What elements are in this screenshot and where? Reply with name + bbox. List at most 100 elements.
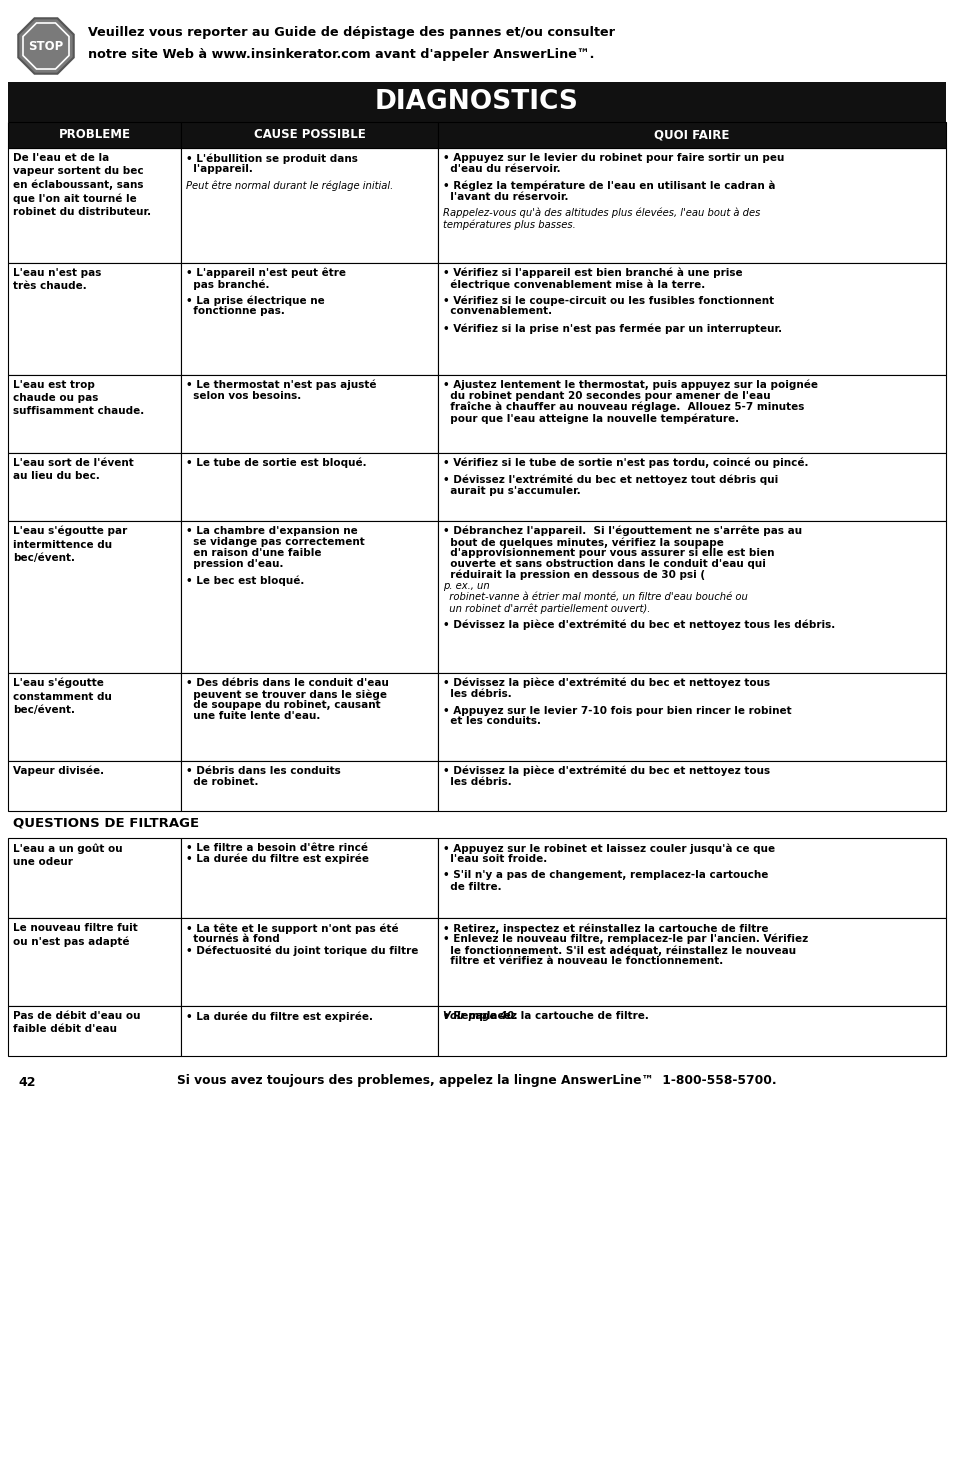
Bar <box>437 838 945 917</box>
Text: en raison d'une faible: en raison d'une faible <box>186 549 321 558</box>
Bar <box>437 673 945 761</box>
Text: températures plus basses.: températures plus basses. <box>442 218 576 230</box>
Text: Le nouveau filtre fuit
ou n'est pas adapté: Le nouveau filtre fuit ou n'est pas adap… <box>13 923 137 947</box>
Bar <box>437 122 945 148</box>
Text: fonctionne pas.: fonctionne pas. <box>186 307 285 317</box>
Bar <box>437 917 945 1006</box>
Bar <box>8 838 181 917</box>
Bar <box>8 761 181 811</box>
Text: de filtre.: de filtre. <box>442 882 501 891</box>
Text: • Le bec est bloqué.: • Le bec est bloqué. <box>186 575 304 586</box>
Text: • Dévissez la pièce d'extrémité du bec et nettoyez tous: • Dévissez la pièce d'extrémité du bec e… <box>442 678 769 689</box>
Text: • Vérifiez si le tube de sortie n'est pas tordu, coincé ou pincé.: • Vérifiez si le tube de sortie n'est pa… <box>442 459 807 469</box>
Text: • Défectuosité du joint torique du filtre: • Défectuosité du joint torique du filtr… <box>186 945 418 956</box>
Text: • S'il n'y a pas de changement, remplacez-la cartouche: • S'il n'y a pas de changement, remplace… <box>442 870 767 881</box>
Text: • Appuyez sur le levier 7-10 fois pour bien rincer le robinet: • Appuyez sur le levier 7-10 fois pour b… <box>442 705 791 715</box>
Text: QUESTIONS DE FILTRAGE: QUESTIONS DE FILTRAGE <box>13 816 199 829</box>
Text: • Appuyez sur le robinet et laissez couler jusqu'à ce que: • Appuyez sur le robinet et laissez coul… <box>442 844 774 854</box>
Text: et les conduits.: et les conduits. <box>442 717 540 727</box>
Text: le fonctionnement. S'il est adéquat, réinstallez le nouveau: le fonctionnement. S'il est adéquat, réi… <box>442 945 796 956</box>
Text: L'eau sort de l'évent
au lieu du bec.: L'eau sort de l'évent au lieu du bec. <box>13 459 133 481</box>
Text: • Ajustez lentement le thermostat, puis appuyez sur la poignée: • Ajustez lentement le thermostat, puis … <box>442 381 817 391</box>
Bar <box>181 673 437 761</box>
Text: • Des débris dans le conduit d'eau: • Des débris dans le conduit d'eau <box>186 678 389 687</box>
Text: aurait pu s'accumuler.: aurait pu s'accumuler. <box>442 485 580 496</box>
Text: • Le thermostat n'est pas ajusté: • Le thermostat n'est pas ajusté <box>186 381 376 391</box>
Text: • Vérifiez si le coupe-circuit ou les fusibles fonctionnent: • Vérifiez si le coupe-circuit ou les fu… <box>442 295 773 305</box>
Bar <box>8 83 945 122</box>
Bar <box>181 521 437 673</box>
Text: réduirait la pression en dessous de 30 psi (: réduirait la pression en dessous de 30 p… <box>442 569 704 581</box>
Bar <box>181 122 437 148</box>
Text: Vapeur divisée.: Vapeur divisée. <box>13 766 104 776</box>
Bar <box>181 263 437 375</box>
Text: Rappelez-vous qu'à des altitudes plus élevées, l'eau bout à des: Rappelez-vous qu'à des altitudes plus él… <box>442 208 760 218</box>
Bar <box>8 917 181 1006</box>
Text: électrique convenablement mise à la terre.: électrique convenablement mise à la terr… <box>442 279 704 289</box>
Text: CAUSE POSSIBLE: CAUSE POSSIBLE <box>253 128 365 142</box>
Text: • Réglez la température de l'eau en utilisant le cadran à: • Réglez la température de l'eau en util… <box>442 180 775 190</box>
Bar <box>437 375 945 453</box>
Text: ouverte et sans obstruction dans le conduit d'eau qui: ouverte et sans obstruction dans le cond… <box>442 559 765 569</box>
Text: • Dévissez l'extrémité du bec et nettoyez tout débris qui: • Dévissez l'extrémité du bec et nettoye… <box>442 475 778 485</box>
Bar <box>181 148 437 263</box>
Text: p. ex., un: p. ex., un <box>442 581 489 591</box>
Text: Voir page 40.: Voir page 40. <box>442 1010 517 1021</box>
Text: • Débranchez l'appareil.  Si l'égouttement ne s'arrête pas au: • Débranchez l'appareil. Si l'égouttemen… <box>442 527 801 537</box>
Bar <box>8 148 181 263</box>
Polygon shape <box>18 18 73 74</box>
Bar <box>181 375 437 453</box>
Bar <box>437 761 945 811</box>
Bar <box>437 1006 945 1056</box>
Bar <box>8 673 181 761</box>
Text: L'eau n'est pas
très chaude.: L'eau n'est pas très chaude. <box>13 268 101 291</box>
Text: l'avant du réservoir.: l'avant du réservoir. <box>442 192 568 202</box>
Text: • Le filtre a besoin d'être rincé: • Le filtre a besoin d'être rincé <box>186 844 368 853</box>
Bar <box>181 761 437 811</box>
Text: • L'appareil n'est peut être: • L'appareil n'est peut être <box>186 268 346 279</box>
Text: • Dévissez la pièce d'extrémité du bec et nettoyez tous: • Dévissez la pièce d'extrémité du bec e… <box>442 766 769 776</box>
Bar <box>8 375 181 453</box>
Text: DIAGNOSTICS: DIAGNOSTICS <box>375 88 578 115</box>
Text: robinet-vanne à étrier mal monté, un filtre d'eau bouché ou: robinet-vanne à étrier mal monté, un fil… <box>442 591 747 602</box>
Text: PROBLEME: PROBLEME <box>58 128 131 142</box>
Text: • Vérifiez si l'appareil est bien branché à une prise: • Vérifiez si l'appareil est bien branch… <box>442 268 741 279</box>
Bar <box>181 917 437 1006</box>
Text: De l'eau et de la
vapeur sortent du bec
en éclaboussant, sans
que l'on ait tourn: De l'eau et de la vapeur sortent du bec … <box>13 153 151 217</box>
Text: L'eau est trop
chaude ou pas
suffisamment chaude.: L'eau est trop chaude ou pas suffisammen… <box>13 381 144 416</box>
Text: Si vous avez toujours des problemes, appelez la lingne AnswerLine™  1-800-558-57: Si vous avez toujours des problemes, app… <box>177 1074 776 1087</box>
Bar <box>437 148 945 263</box>
Text: pour que l'eau atteigne la nouvelle température.: pour que l'eau atteigne la nouvelle temp… <box>442 413 739 423</box>
Text: bout de quelques minutes, vérifiez la soupape: bout de quelques minutes, vérifiez la so… <box>442 537 723 547</box>
Text: Pas de débit d'eau ou
faible débit d'eau: Pas de débit d'eau ou faible débit d'eau <box>13 1010 140 1034</box>
Text: • Vérifiez si la prise n'est pas fermée par un interrupteur.: • Vérifiez si la prise n'est pas fermée … <box>442 323 781 333</box>
Text: • L'ébullition se produit dans: • L'ébullition se produit dans <box>186 153 357 164</box>
Bar <box>437 453 945 521</box>
Text: se vidange pas correctement: se vidange pas correctement <box>186 537 364 547</box>
Bar <box>437 521 945 673</box>
Text: l'eau soit froide.: l'eau soit froide. <box>442 854 547 864</box>
Text: • Le tube de sortie est bloqué.: • Le tube de sortie est bloqué. <box>186 459 366 469</box>
Bar <box>8 122 181 148</box>
Bar <box>8 263 181 375</box>
Text: d'approvisionnement pour vous assurer si elle est bien: d'approvisionnement pour vous assurer si… <box>442 549 774 558</box>
Text: L'eau s'égoutte
constamment du
bec/évent.: L'eau s'égoutte constamment du bec/évent… <box>13 678 112 715</box>
Bar <box>8 1006 181 1056</box>
Text: Peut être normal durant le réglage initial.: Peut être normal durant le réglage initi… <box>186 180 393 190</box>
Text: • Débris dans les conduits: • Débris dans les conduits <box>186 766 340 776</box>
Text: pression d'eau.: pression d'eau. <box>186 559 283 569</box>
Bar <box>8 521 181 673</box>
Text: Veuillez vous reporter au Guide de dépistage des pannes et/ou consulter: Veuillez vous reporter au Guide de dépis… <box>88 27 615 38</box>
Text: peuvent se trouver dans le siège: peuvent se trouver dans le siège <box>186 689 387 699</box>
Text: selon vos besoins.: selon vos besoins. <box>186 391 301 401</box>
Text: • Dévissez la pièce d'extrémité du bec et nettoyez tous les débris.: • Dévissez la pièce d'extrémité du bec e… <box>442 620 835 630</box>
Text: L'eau a un goût ou
une odeur: L'eau a un goût ou une odeur <box>13 844 123 867</box>
Text: pas branché.: pas branché. <box>186 279 269 289</box>
Bar <box>437 263 945 375</box>
Text: • Enlevez le nouveau filtre, remplacez-le par l'ancien. Vérifiez: • Enlevez le nouveau filtre, remplacez-l… <box>442 934 807 944</box>
Text: tournés à fond: tournés à fond <box>186 934 279 944</box>
Text: une fuite lente d'eau.: une fuite lente d'eau. <box>186 711 320 721</box>
Bar <box>181 1006 437 1056</box>
Text: d'eau du réservoir.: d'eau du réservoir. <box>442 164 560 174</box>
Text: • La prise électrique ne: • La prise électrique ne <box>186 295 324 305</box>
